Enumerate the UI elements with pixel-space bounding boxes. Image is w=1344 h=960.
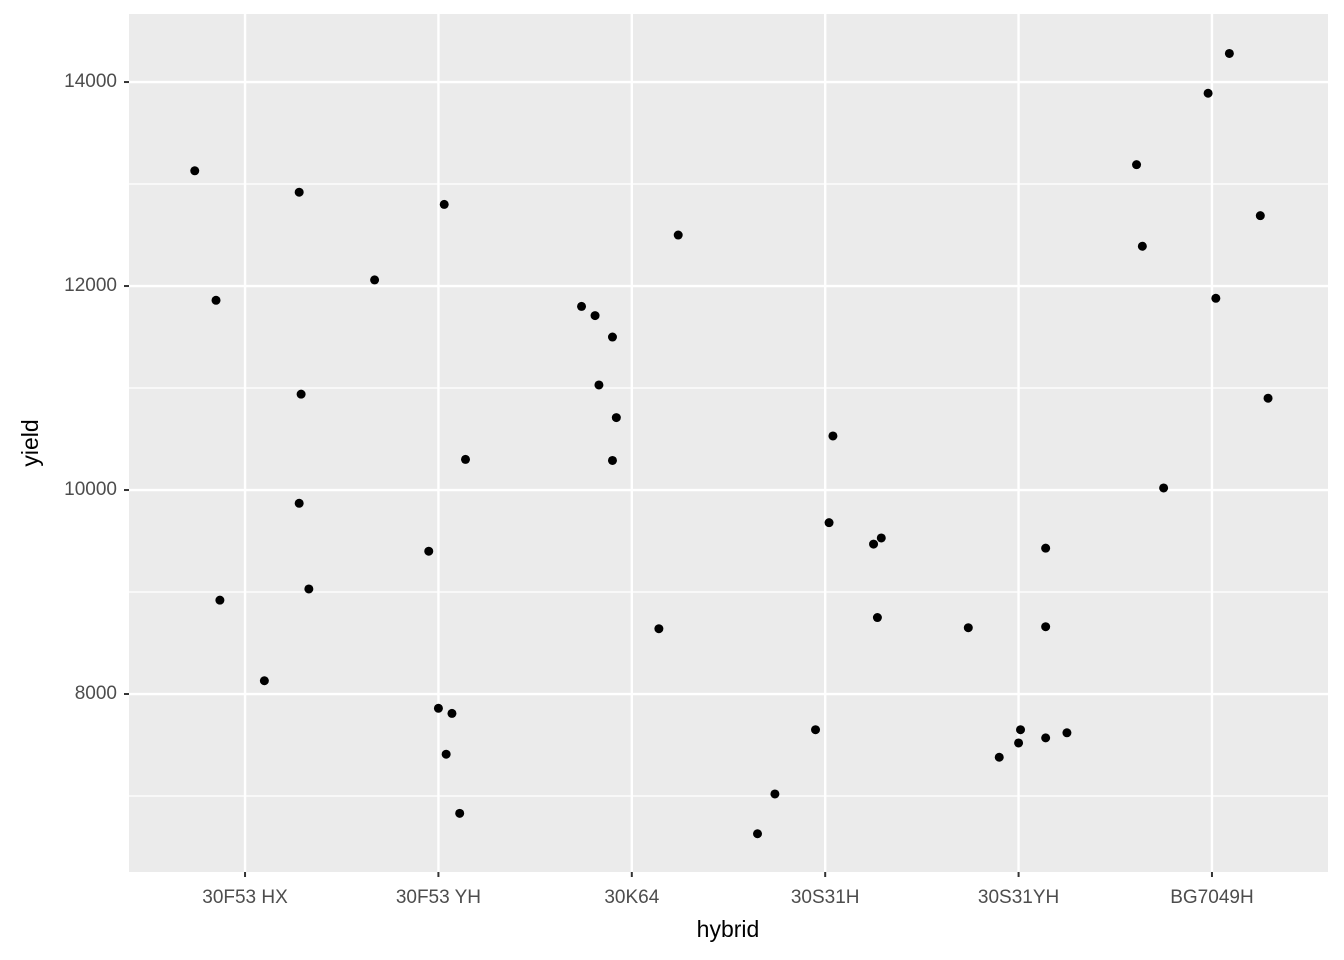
- point: [294, 498, 304, 508]
- point: [1041, 733, 1051, 743]
- point: [1016, 725, 1026, 735]
- point: [1062, 728, 1072, 738]
- point: [963, 623, 973, 633]
- point: [190, 166, 200, 176]
- point: [1159, 483, 1169, 493]
- point: [447, 708, 457, 718]
- y-tick-label: 12000: [64, 275, 117, 296]
- point: [294, 187, 304, 197]
- point: [770, 789, 780, 799]
- point: [259, 676, 269, 686]
- point: [811, 725, 821, 735]
- point: [577, 301, 587, 311]
- point: [607, 332, 617, 342]
- x-axis-title: hybrid: [697, 916, 760, 942]
- point: [1255, 211, 1265, 221]
- point: [304, 584, 314, 594]
- point: [607, 455, 617, 465]
- point: [590, 311, 600, 321]
- point: [433, 703, 443, 713]
- point: [994, 752, 1004, 762]
- point: [594, 380, 604, 390]
- x-tick-label: BG7049H: [1170, 887, 1253, 908]
- point: [296, 389, 306, 399]
- point: [370, 275, 380, 285]
- point: [215, 595, 225, 605]
- point: [828, 431, 838, 441]
- point: [1137, 241, 1147, 251]
- point: [654, 624, 664, 634]
- y-tick-label: 8000: [75, 683, 117, 704]
- x-tick-label: 30F53 YH: [396, 887, 481, 908]
- point: [460, 454, 470, 464]
- point: [1263, 393, 1273, 403]
- y-tick-label: 10000: [64, 479, 117, 500]
- point: [455, 808, 465, 818]
- point: [1041, 622, 1051, 632]
- point: [611, 413, 621, 423]
- point: [753, 829, 763, 839]
- point: [1211, 293, 1221, 303]
- y-axis-title: yield: [17, 419, 43, 466]
- plot-panel: [129, 14, 1328, 872]
- point: [211, 295, 221, 305]
- x-tick-label: 30K64: [604, 887, 659, 908]
- point: [869, 539, 879, 549]
- x-tick-label: 30S31H: [791, 887, 860, 908]
- point: [872, 613, 882, 623]
- point: [1132, 160, 1142, 170]
- point: [673, 230, 683, 240]
- x-tick-label: 30S31YH: [978, 887, 1059, 908]
- point: [1014, 738, 1024, 748]
- point: [824, 518, 834, 528]
- y-tick-label: 14000: [64, 71, 117, 92]
- x-tick-label: 30F53 HX: [202, 887, 288, 908]
- point: [441, 749, 451, 759]
- point: [1203, 88, 1213, 98]
- point: [439, 199, 449, 209]
- point: [1041, 543, 1051, 553]
- point: [424, 546, 434, 556]
- point: [876, 533, 886, 543]
- point: [1224, 48, 1234, 58]
